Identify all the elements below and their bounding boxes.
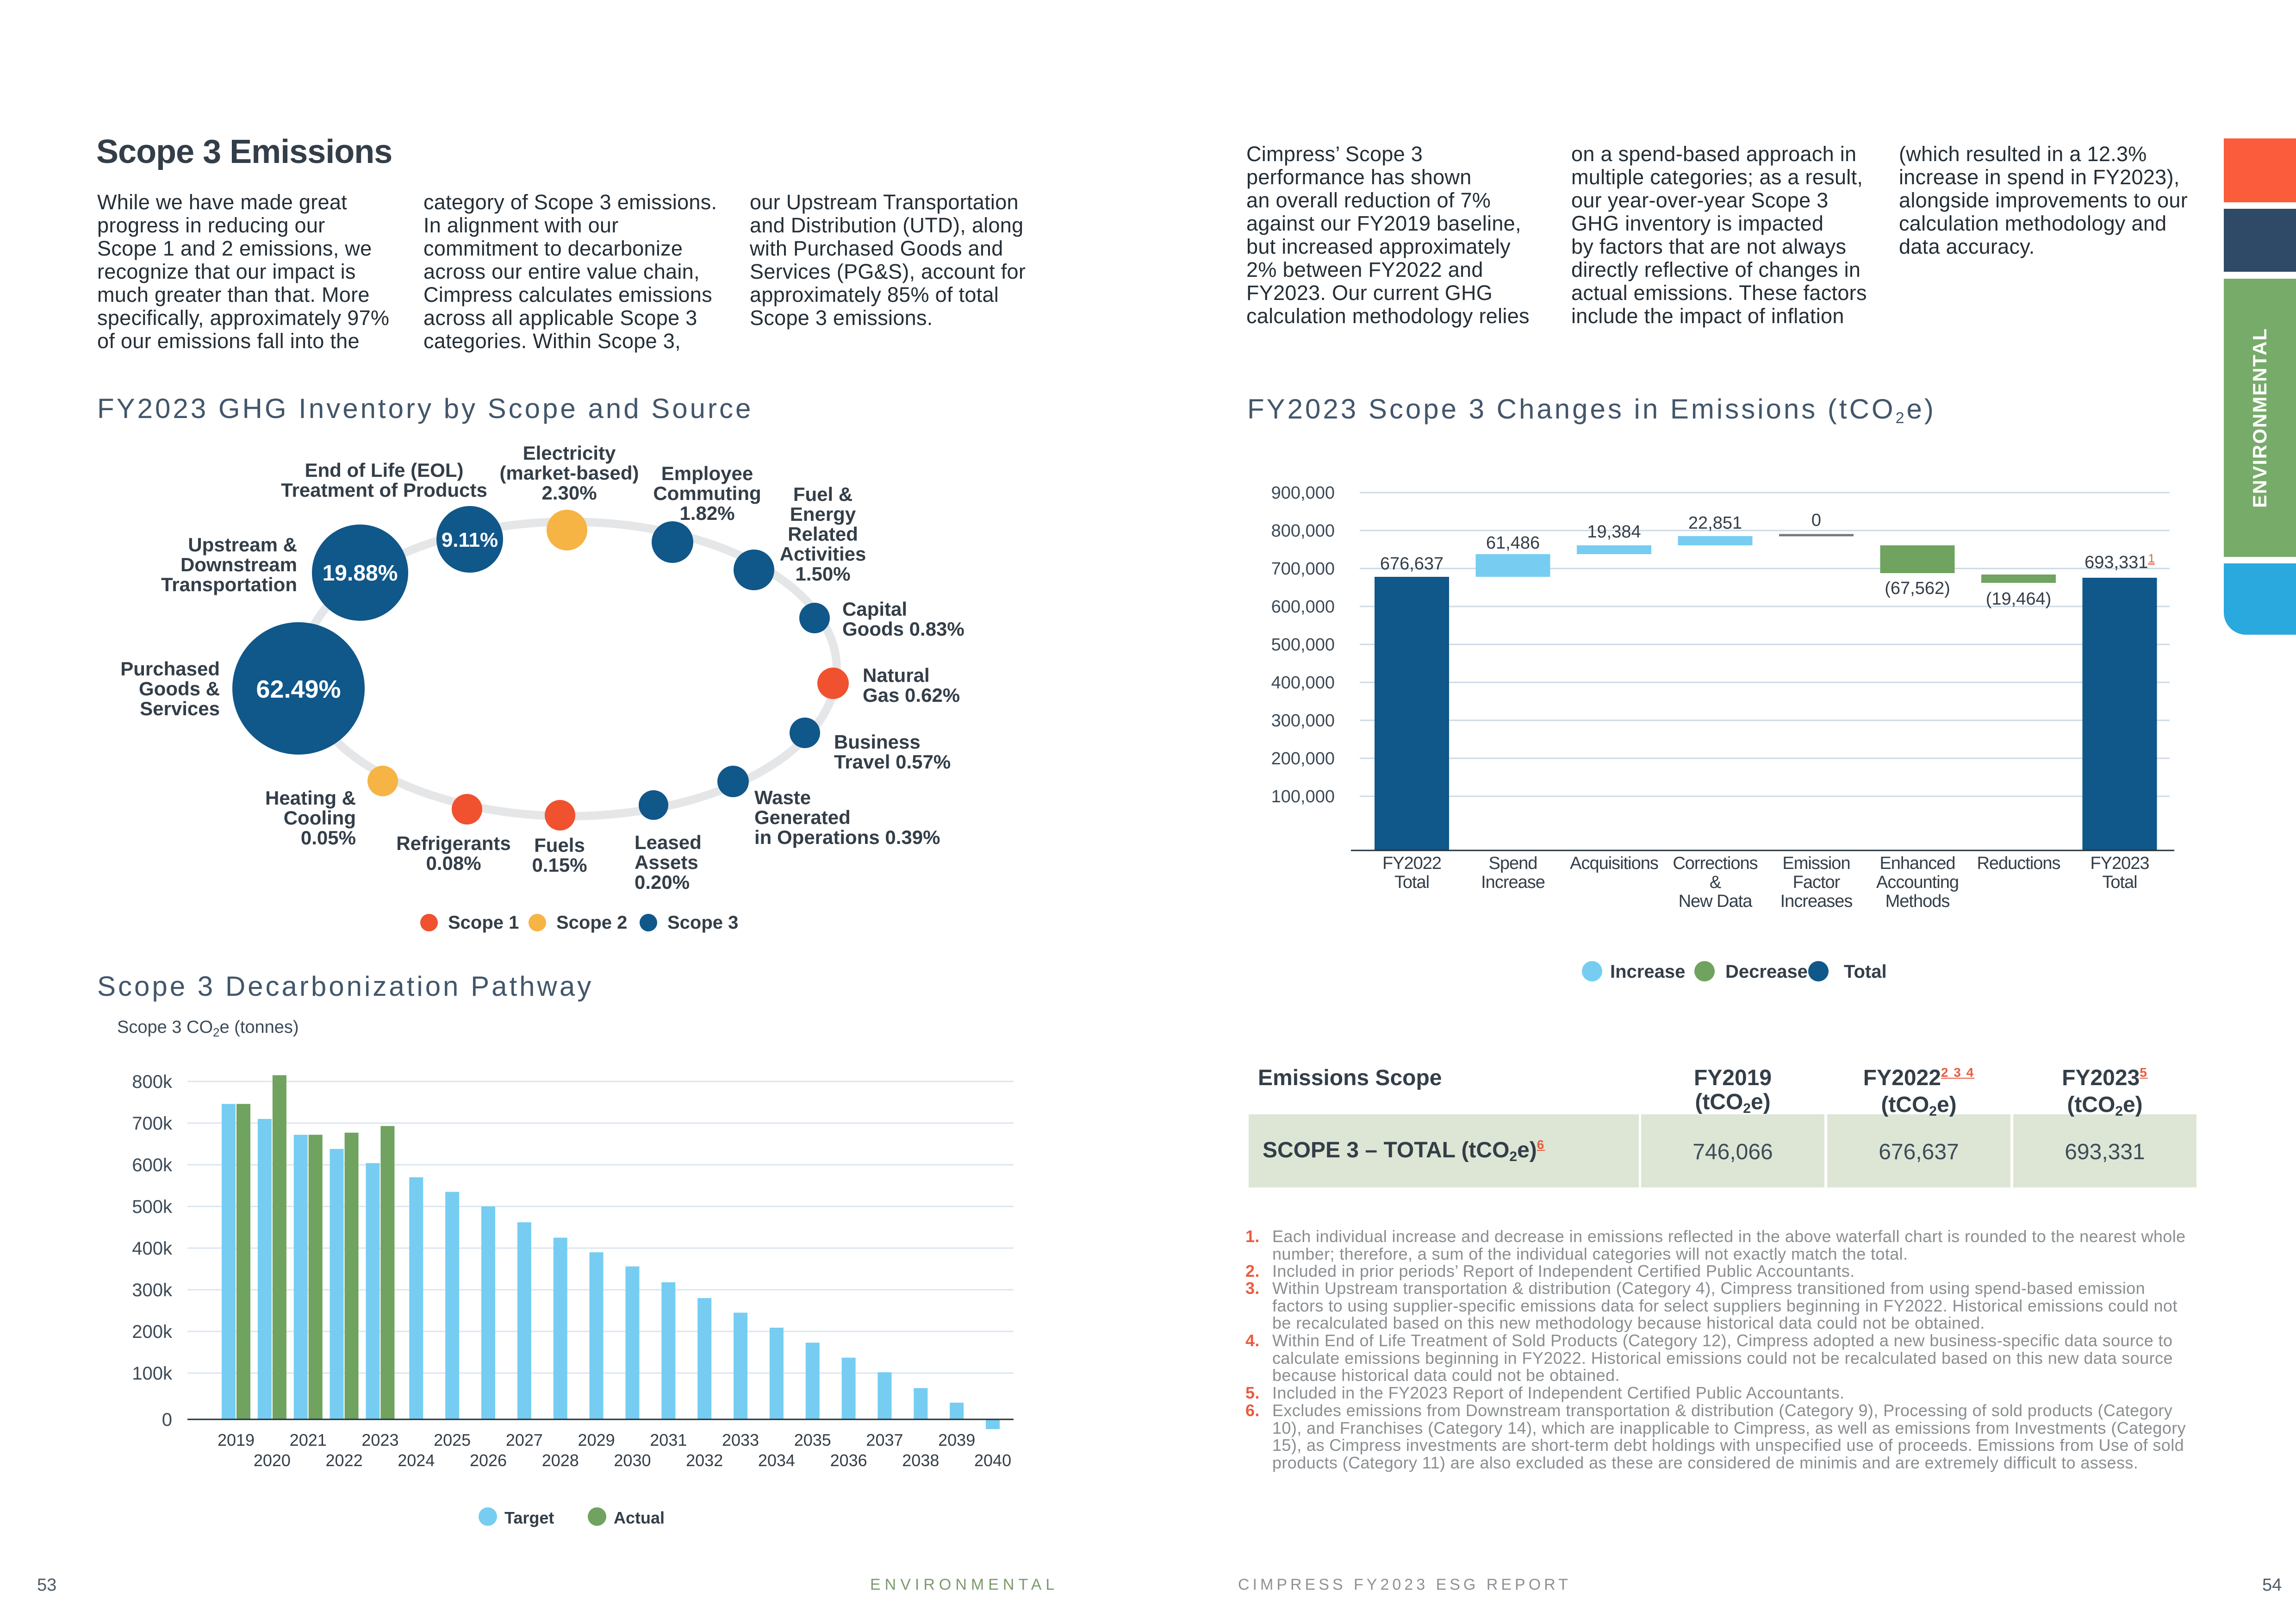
- svg-text:2031: 2031: [650, 1430, 687, 1449]
- svg-text:19,384: 19,384: [1587, 522, 1641, 542]
- svg-text:2025: 2025: [434, 1430, 471, 1449]
- svg-text:2023: 2023: [361, 1430, 398, 1449]
- svg-text:0: 0: [162, 1410, 172, 1430]
- svg-text:100k: 100k: [132, 1363, 173, 1384]
- svg-text:2024: 2024: [398, 1451, 435, 1470]
- svg-text:700,000: 700,000: [1271, 559, 1335, 579]
- svg-text:9.11%: 9.11%: [442, 529, 498, 551]
- svg-text:2033: 2033: [722, 1430, 759, 1449]
- svg-text:400k: 400k: [132, 1238, 173, 1259]
- svg-text:Scope 1: Scope 1: [448, 912, 519, 933]
- svg-text:693,3311: 693,3311: [2084, 551, 2155, 572]
- svg-text:100,000: 100,000: [1271, 787, 1335, 806]
- svg-text:500k: 500k: [132, 1197, 173, 1217]
- svg-text:2034: 2034: [758, 1451, 795, 1470]
- svg-text:600k: 600k: [132, 1155, 173, 1175]
- svg-text:2021: 2021: [290, 1430, 327, 1449]
- svg-text:Scope 2: Scope 2: [556, 912, 627, 933]
- svg-text:Increase: Increase: [1610, 962, 1685, 982]
- svg-text:500,000: 500,000: [1271, 635, 1335, 655]
- svg-text:2030: 2030: [614, 1451, 651, 1470]
- svg-text:2019: 2019: [218, 1430, 255, 1449]
- svg-text:2026: 2026: [470, 1451, 507, 1470]
- svg-text:61,486: 61,486: [1486, 533, 1540, 553]
- svg-text:2029: 2029: [578, 1430, 615, 1449]
- svg-text:2039: 2039: [938, 1430, 975, 1449]
- svg-text:22,851: 22,851: [1688, 513, 1742, 533]
- svg-text:200,000: 200,000: [1271, 749, 1335, 768]
- svg-text:700k: 700k: [132, 1113, 173, 1134]
- svg-text:2028: 2028: [542, 1451, 579, 1470]
- svg-text:676,637: 676,637: [1380, 554, 1444, 574]
- svg-text:Decrease: Decrease: [1725, 962, 1808, 982]
- svg-text:400,000: 400,000: [1271, 673, 1335, 693]
- svg-text:2037: 2037: [866, 1430, 903, 1449]
- svg-text:2027: 2027: [506, 1430, 543, 1449]
- svg-text:0: 0: [1811, 511, 1821, 530]
- svg-text:(67,562): (67,562): [1885, 579, 1950, 598]
- svg-text:2032: 2032: [686, 1451, 723, 1470]
- svg-text:2040: 2040: [974, 1451, 1011, 1470]
- svg-text:300k: 300k: [132, 1280, 173, 1300]
- svg-text:Scope 3: Scope 3: [667, 912, 738, 933]
- svg-text:Total: Total: [1844, 962, 1887, 982]
- svg-text:2036: 2036: [830, 1451, 867, 1470]
- svg-text:(19,464): (19,464): [1986, 589, 2052, 609]
- svg-text:2038: 2038: [902, 1451, 939, 1470]
- svg-text:900,000: 900,000: [1271, 483, 1335, 503]
- svg-text:2020: 2020: [254, 1451, 291, 1470]
- svg-text:19.88%: 19.88%: [323, 561, 398, 586]
- svg-text:800k: 800k: [132, 1072, 173, 1092]
- svg-text:Actual: Actual: [614, 1508, 665, 1527]
- svg-text:2022: 2022: [326, 1451, 363, 1470]
- svg-text:200k: 200k: [132, 1322, 173, 1342]
- svg-text:800,000: 800,000: [1271, 521, 1335, 541]
- svg-text:Target: Target: [504, 1508, 554, 1527]
- svg-text:300,000: 300,000: [1271, 711, 1335, 731]
- svg-text:62.49%: 62.49%: [256, 675, 341, 703]
- svg-text:600,000: 600,000: [1271, 597, 1335, 617]
- svg-text:2035: 2035: [794, 1430, 831, 1449]
